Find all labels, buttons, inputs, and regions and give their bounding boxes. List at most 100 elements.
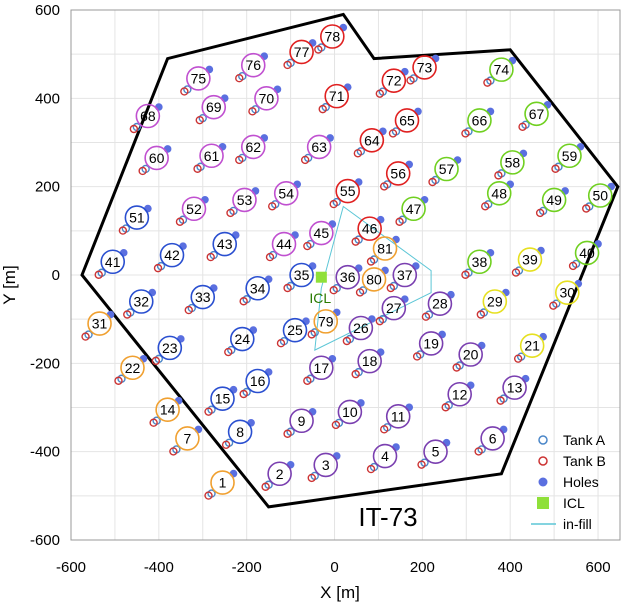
tank-b-marker — [169, 447, 178, 456]
tank-b-marker — [283, 60, 292, 70]
station-label: 39 — [522, 252, 538, 268]
station-ring — [357, 216, 382, 241]
station-ring — [289, 39, 314, 65]
station-ring — [289, 262, 314, 288]
station-label: 38 — [472, 254, 488, 270]
tank-b-marker — [138, 166, 147, 176]
station-label: 56 — [390, 165, 406, 181]
station-75: 75 — [180, 65, 214, 96]
y-tick-label: 200 — [35, 179, 60, 196]
station-label: 25 — [287, 322, 303, 338]
tank-b-marker — [452, 363, 461, 372]
station-10: 10 — [331, 399, 365, 430]
station-21: 21 — [513, 332, 547, 363]
tank-b-marker — [307, 330, 316, 339]
station-11: 11 — [380, 403, 414, 434]
legend-holes-marker — [538, 477, 548, 487]
y-tick-label: -400 — [30, 444, 60, 461]
station-ring — [489, 57, 514, 82]
station-77: 77 — [283, 39, 317, 70]
station-ring — [480, 426, 505, 451]
station-label: 58 — [505, 154, 521, 170]
x-tick-label: -200 — [232, 559, 262, 576]
station-28: 28 — [421, 290, 455, 321]
station-47: 47 — [395, 195, 429, 226]
station-ring — [232, 187, 257, 213]
station-label: 12 — [452, 386, 468, 402]
station-18: 18 — [351, 348, 385, 379]
station-label: 37 — [397, 267, 413, 283]
station-label: 44 — [276, 236, 292, 252]
station-34: 34 — [239, 275, 273, 306]
tank-b-marker — [206, 252, 215, 262]
station-ring — [427, 291, 453, 317]
station-label: 34 — [250, 280, 266, 296]
legend-holes: Holes — [563, 474, 599, 490]
station-ring — [128, 289, 154, 314]
station-label: 59 — [562, 148, 578, 164]
station-57: 57 — [428, 156, 462, 187]
tank-b-marker — [303, 376, 312, 385]
station-4: 4 — [366, 443, 400, 474]
legend-tank-a: Tank A — [563, 432, 606, 448]
station-20: 20 — [452, 341, 486, 372]
station-label: 26 — [353, 320, 369, 336]
station-25: 25 — [276, 317, 310, 348]
station-19: 19 — [412, 330, 446, 361]
station-ring — [502, 375, 527, 400]
station-22: 22 — [114, 354, 148, 385]
station-44: 44 — [265, 231, 299, 262]
station-ring — [372, 236, 398, 261]
station-79: 79 — [307, 308, 341, 339]
station-ring — [541, 187, 567, 213]
station-45: 45 — [303, 220, 337, 251]
station-ring — [557, 143, 582, 169]
station-label: 72 — [386, 73, 402, 89]
tank-b-marker — [300, 155, 310, 165]
station-label: 65 — [399, 112, 415, 128]
station-ring — [574, 240, 600, 266]
tank-b-marker — [265, 252, 275, 262]
x-tick-label: 0 — [330, 559, 338, 576]
tank-b-marker — [351, 237, 360, 246]
station-label: 21 — [524, 338, 540, 354]
station-23: 23 — [151, 335, 185, 366]
station-ring — [309, 355, 334, 381]
station-39: 39 — [511, 246, 545, 277]
station-16: 16 — [239, 368, 273, 399]
station-13: 13 — [496, 374, 530, 405]
station-ring — [500, 150, 525, 175]
y-tick-label: -600 — [30, 532, 60, 549]
tank-b-marker — [314, 45, 323, 54]
tank-b-marker — [226, 208, 235, 218]
tank-b-marker — [417, 460, 426, 469]
station-ring — [458, 342, 483, 367]
station-label: 48 — [491, 185, 507, 201]
station-ring — [212, 231, 238, 257]
station-24: 24 — [224, 326, 258, 357]
x-ticks: -600 -400 -200 0 200 400 600 — [56, 559, 611, 576]
x-axis-title: X [m] — [320, 583, 360, 602]
station-label: 74 — [494, 62, 510, 78]
station-70: 70 — [248, 85, 282, 116]
station-ring — [210, 470, 235, 495]
tank-b-marker — [149, 418, 158, 427]
station-78: 78 — [314, 23, 348, 54]
station-80: 80 — [355, 266, 389, 297]
station-label: 27 — [386, 300, 402, 316]
station-label: 28 — [432, 296, 448, 312]
station-65: 65 — [388, 107, 422, 138]
station-label: 55 — [340, 183, 356, 199]
station-ring — [381, 295, 407, 321]
tank-b-marker — [476, 310, 486, 319]
station-ring — [254, 86, 279, 111]
station-38: 38 — [461, 248, 495, 279]
station-ring — [348, 315, 374, 341]
station-58: 58 — [494, 149, 528, 180]
station-label: 32 — [133, 294, 149, 310]
station-label: 43 — [217, 236, 233, 252]
station-label: 66 — [472, 112, 488, 128]
station-ring — [324, 83, 350, 109]
tank-b-marker — [303, 241, 312, 251]
